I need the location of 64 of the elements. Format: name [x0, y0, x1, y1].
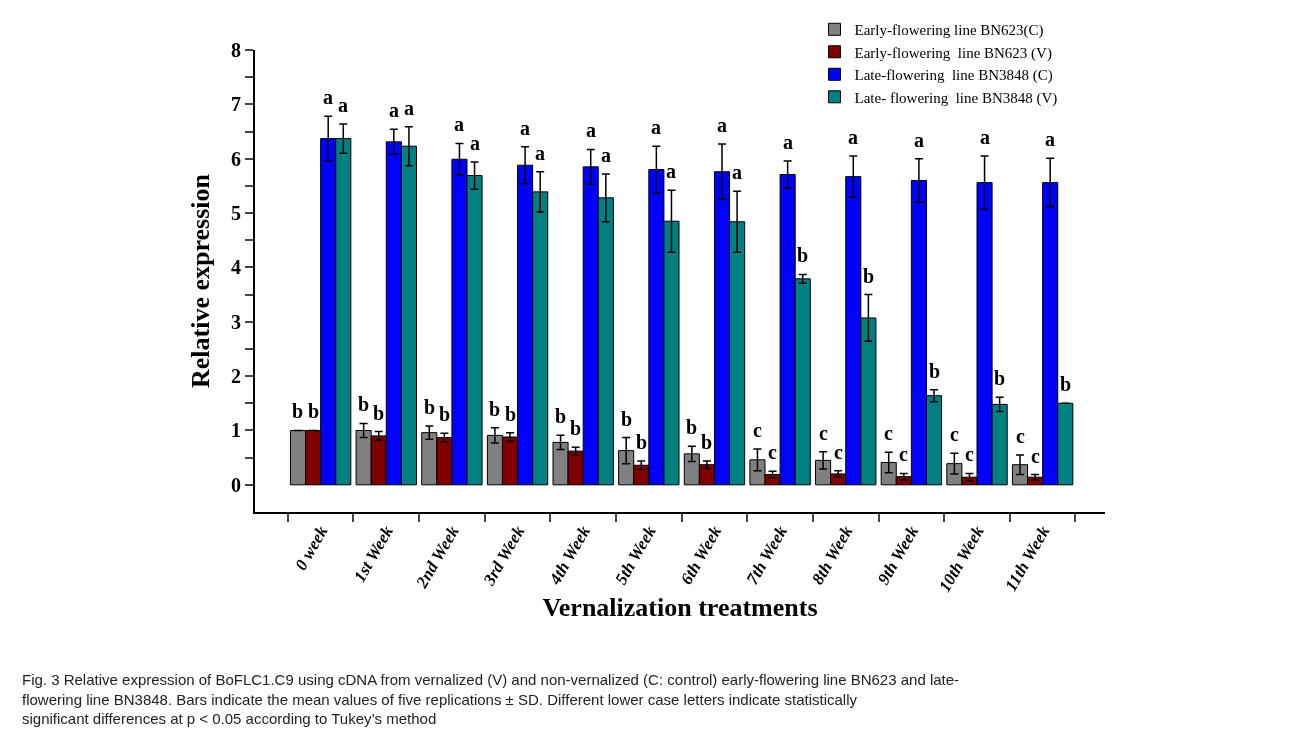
data-label: b	[505, 403, 517, 425]
data-label: b	[863, 265, 875, 287]
data-label: b	[308, 400, 320, 422]
legend-label: Early-flowering line BN623(C)	[854, 22, 1044, 40]
data-label: b	[373, 402, 385, 424]
legend-label: Late- flowering line BN3848 (V)	[854, 89, 1058, 107]
data-label: b	[292, 400, 304, 422]
data-label: a	[783, 131, 793, 153]
data-label: c	[899, 443, 908, 465]
data-label: a	[717, 114, 727, 136]
data-label: a	[980, 126, 990, 148]
y-axis-title: Relative expression	[185, 173, 215, 388]
y-tick-label: 2	[231, 365, 241, 388]
data-label: b	[929, 360, 941, 382]
data-label: a	[601, 144, 611, 166]
data-label: b	[797, 244, 809, 266]
data-label: b	[555, 405, 567, 427]
data-label: b	[621, 408, 633, 430]
data-label: a	[323, 86, 333, 108]
data-label: b	[1060, 373, 1072, 395]
data-label: c	[965, 443, 974, 465]
data-label: c	[1031, 445, 1040, 467]
caption: Fig. 3 Relative expression of BoFLC1.C9 using cDNA from vernalized (V) and non-vernalized (C: control) early-flowering line BN623 and late-flowering line BN3848. Bars indicate the mean values of five replications ± SD. Different lower case letters indicate statistically significant differences at p < 0.05 according to Tukey’s method	[22, 671, 960, 727]
data-label: b	[701, 431, 713, 453]
data-label: a	[586, 119, 596, 141]
data-label: a	[848, 126, 858, 148]
data-label: b	[424, 396, 436, 418]
legend-label: Early-flowering line BN623 (V)	[854, 44, 1052, 62]
data-label: b	[686, 416, 698, 438]
data-label: a	[404, 97, 414, 119]
data-label: a	[732, 161, 742, 183]
y-tick-label: 1	[231, 419, 241, 442]
data-label: a	[651, 116, 661, 138]
data-label: b	[489, 398, 501, 420]
data-label: a	[520, 117, 530, 139]
y-tick-label: 3	[231, 310, 241, 333]
data-label: c	[884, 422, 893, 444]
data-label: b	[570, 417, 582, 439]
data-label: b	[358, 393, 370, 415]
data-label: a	[1045, 128, 1055, 150]
data-label: b	[994, 367, 1006, 389]
data-label: b	[636, 431, 648, 453]
data-label: c	[753, 419, 762, 441]
y-tick-label: 8	[231, 39, 241, 61]
data-label: a	[454, 113, 464, 135]
y-tick-label: 5	[231, 202, 241, 225]
data-label: c	[819, 422, 828, 444]
data-label: c	[834, 441, 843, 463]
y-tick-label: 7	[231, 93, 241, 116]
data-label: a	[389, 99, 399, 121]
x-axis-title: Vernalization treatments	[542, 593, 818, 623]
data-label: c	[1016, 425, 1025, 447]
data-label: a	[914, 129, 924, 151]
legend-label: Late-flowering line BN3848 (C)	[854, 67, 1053, 85]
y-tick-label: 6	[231, 147, 241, 170]
data-label: a	[470, 132, 480, 154]
y-tick-label: 4	[231, 256, 241, 279]
data-label: c	[768, 441, 777, 463]
data-label: b	[439, 403, 451, 425]
data-label: a	[535, 142, 545, 164]
data-label: a	[666, 160, 676, 182]
data-label: c	[950, 423, 959, 445]
data-label: a	[338, 94, 348, 116]
y-tick-label: 0	[231, 473, 241, 496]
